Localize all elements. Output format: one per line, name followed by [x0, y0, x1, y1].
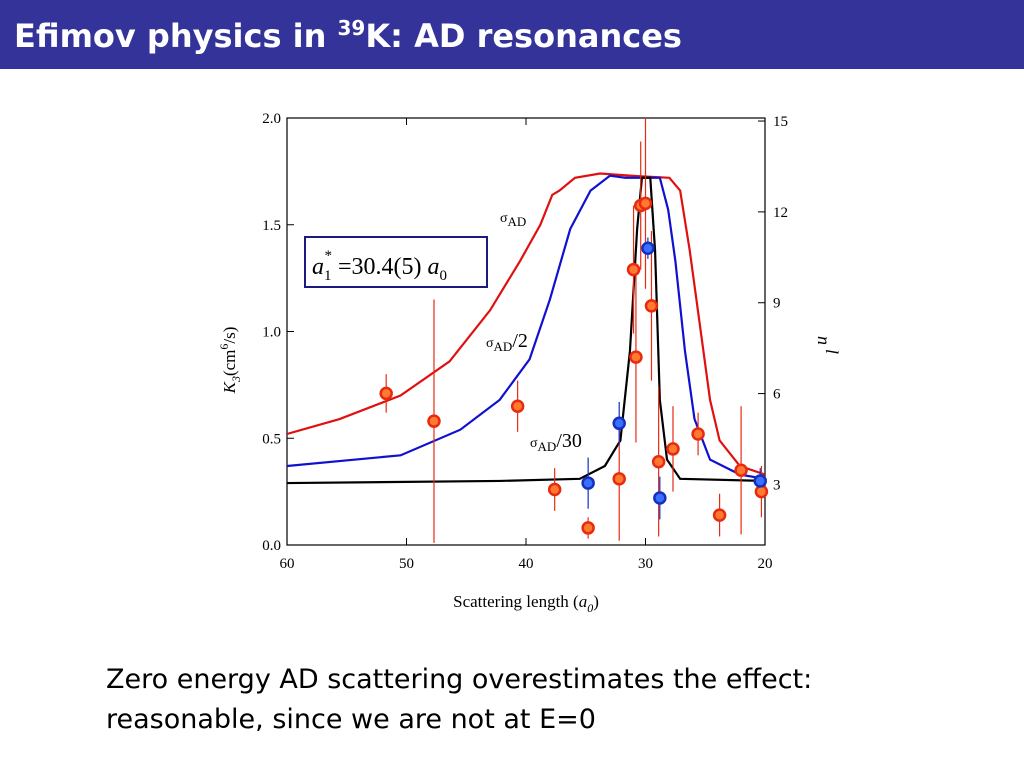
y2-tick-label: 9	[773, 296, 781, 312]
slide-title: Efimov physics in 39K: AD resonances	[14, 16, 682, 55]
y2-axis-label: nl	[814, 336, 842, 354]
data-point	[641, 241, 655, 255]
data-point	[653, 491, 667, 505]
data-point	[581, 521, 595, 535]
y-label-sub: 3	[229, 376, 243, 383]
data-point	[691, 427, 705, 441]
curve-label-symbol: σ	[530, 436, 538, 451]
y2-tick-label: 3	[773, 477, 781, 493]
data-point	[547, 482, 562, 497]
data-point	[666, 442, 680, 456]
curve-label-sub: AD	[508, 214, 527, 229]
data-point	[510, 399, 525, 413]
y-tick-label: 1.0	[262, 325, 281, 341]
data-point	[734, 463, 748, 478]
x-tick-label: 50	[399, 556, 414, 572]
x-tick-label: 60	[280, 556, 295, 572]
data-point	[651, 454, 666, 469]
x-tick-label: 30	[638, 556, 653, 572]
y-tick-label: 1.5	[262, 218, 281, 234]
caption: Zero energy AD scattering overestimates …	[106, 664, 812, 695]
data-point	[612, 416, 626, 431]
formula-var: a	[312, 254, 324, 280]
formula-sub: 1	[324, 268, 332, 284]
y-tick-label: 0.0	[262, 538, 281, 554]
data-point	[629, 350, 643, 364]
y2-tick-label: 15	[773, 114, 788, 130]
x-label-sub: 0	[587, 601, 593, 615]
data-point	[612, 472, 626, 486]
title-text: Efimov physics in	[14, 17, 338, 55]
x-tick-label: 40	[519, 556, 534, 572]
curve-label-symbol: σ	[486, 336, 494, 351]
curve	[287, 172, 765, 476]
x-label-text: )	[593, 592, 599, 611]
y-label-sup: 6	[217, 344, 231, 350]
curve	[287, 174, 765, 480]
curve-label-sub: AD	[538, 439, 557, 454]
formula-var: a	[428, 254, 440, 280]
y-label-text: (cm	[220, 350, 239, 376]
data-point	[427, 414, 441, 428]
curve-label-symbol: σ	[500, 211, 508, 226]
curve-label-sub: AD	[494, 339, 513, 354]
title-text: K: AD resonances	[365, 17, 682, 55]
data-point	[626, 262, 641, 277]
curve-label-suffix: /2	[512, 330, 528, 352]
curve-label: σAD	[500, 211, 526, 229]
y-tick-label: 0.5	[262, 431, 281, 447]
title-bar	[0, 0, 1024, 69]
formula-box	[304, 236, 488, 288]
title-sup: 39	[338, 16, 366, 40]
data-point	[379, 386, 393, 401]
y2-label-sub: l	[822, 349, 842, 354]
curve-label-suffix: /30	[556, 430, 582, 452]
y-axis-label: K3(cm6/s)	[217, 327, 243, 395]
x-tick-label: 20	[758, 556, 773, 572]
caption: reasonable, since we are not at E=0	[106, 704, 596, 735]
x-axis-label: Scattering length (a0)	[453, 592, 599, 615]
y2-tick-label: 12	[773, 205, 788, 221]
data-point	[581, 476, 595, 490]
data-point	[644, 299, 659, 313]
data-point	[753, 474, 767, 488]
data-point	[712, 508, 727, 522]
data-point	[638, 196, 653, 211]
y2-tick-label: 6	[773, 387, 781, 403]
curve-label: σAD/30	[530, 430, 582, 454]
y2-label-var: n	[814, 336, 834, 345]
data-point	[754, 484, 769, 499]
y-tick-label: 2.0	[262, 111, 281, 127]
curve-label: σAD/2	[486, 330, 528, 354]
y-label-var: K	[220, 380, 239, 394]
x-label-text: Scattering length (	[453, 592, 579, 611]
x-label-var: a	[579, 592, 588, 611]
y-label-text: /s)	[220, 327, 239, 344]
formula: a1* =30.4(5) a0	[312, 248, 447, 284]
formula-sub: 0	[440, 268, 448, 284]
formula-eq: =30.4(5)	[332, 254, 428, 280]
formula-sup: *	[325, 248, 333, 264]
